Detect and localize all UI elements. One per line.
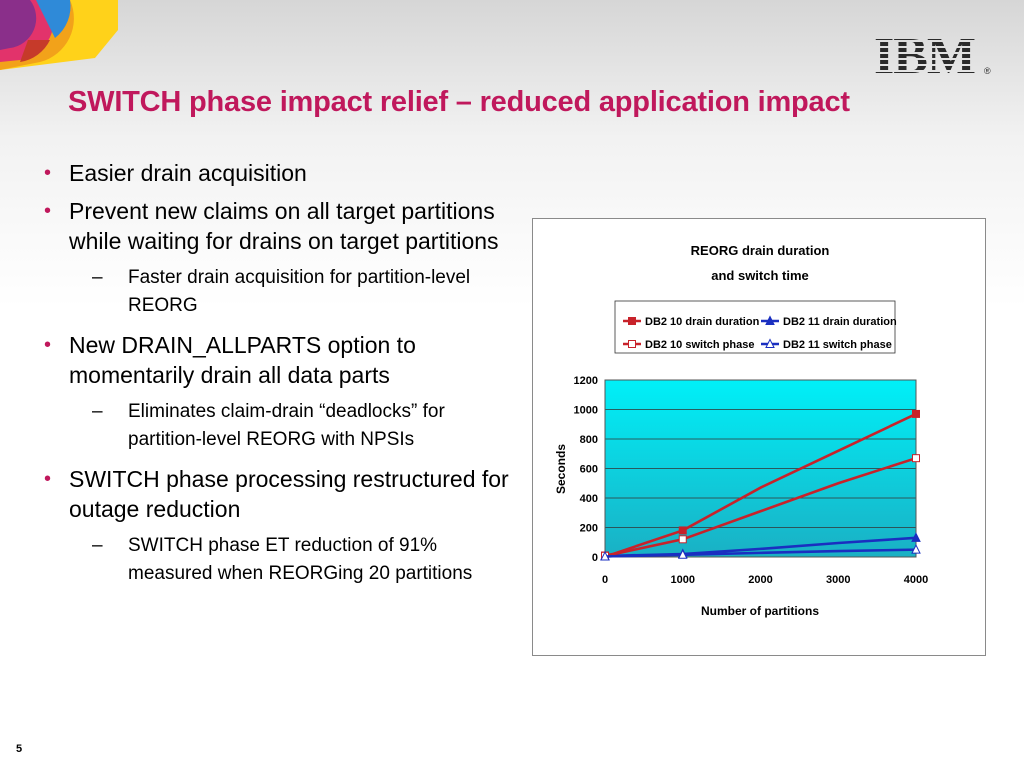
x-tick-label: 1000 xyxy=(671,574,695,586)
x-tick-label: 2000 xyxy=(748,574,772,586)
y-tick-label: 1000 xyxy=(574,405,598,417)
y-axis-label: Seconds xyxy=(554,444,568,494)
corner-rosette-logo xyxy=(0,0,118,70)
legend-label: DB2 10 drain duration xyxy=(645,316,760,328)
x-tick-label: 4000 xyxy=(904,574,928,586)
bullet-text: New DRAIN_ALLPARTS option to momentarily… xyxy=(69,332,416,388)
legend-marker xyxy=(765,338,775,348)
ibm-logo-text: IBM xyxy=(874,30,975,80)
x-tick-label: 3000 xyxy=(826,574,850,586)
data-point xyxy=(912,409,920,418)
y-tick-label: 1200 xyxy=(574,375,598,387)
sub-bullet-text: SWITCH phase ET reduction of 91% measure… xyxy=(128,535,473,584)
y-tick-label: 0 xyxy=(592,552,598,564)
chart-frame: REORG drain duration and switch time DB2… xyxy=(532,218,986,656)
chart-legend: DB2 10 drain duration DB2 11 drain durati… xyxy=(623,315,897,351)
data-point xyxy=(678,526,687,535)
slide-number: 5 xyxy=(16,743,23,755)
bullet-dot-icon: • xyxy=(44,162,52,184)
data-point xyxy=(678,535,687,544)
legend-label: DB2 11 switch phase xyxy=(783,339,892,351)
bullet-dot-icon: • xyxy=(44,200,52,222)
sub-bullet-item: – Faster drain acquisition for partition… xyxy=(42,264,512,320)
y-tick-label: 600 xyxy=(580,464,598,476)
x-tick-label: 0 xyxy=(602,574,608,586)
bullet-item: • Easier drain acquisition xyxy=(42,158,512,188)
bullet-list: • Easier drain acquisition • Prevent new… xyxy=(42,158,512,598)
sub-bullet-item: – Eliminates claim-drain “deadlocks” for… xyxy=(42,398,512,454)
sub-bullet-text: Eliminates claim-drain “deadlocks” for p… xyxy=(128,401,445,450)
bullet-text: Easier drain acquisition xyxy=(69,160,307,186)
bullet-item: • SWITCH phase processing restructured f… xyxy=(42,464,512,524)
bullet-text: Prevent new claims on all target partiti… xyxy=(69,198,499,254)
bullet-dot-icon: • xyxy=(44,468,52,490)
svg-text:®: ® xyxy=(984,66,991,76)
data-point xyxy=(911,532,921,542)
data-point xyxy=(911,544,921,554)
legend-marker xyxy=(628,317,636,325)
legend-label: DB2 11 drain duration xyxy=(783,316,897,328)
bullet-item: • New DRAIN_ALLPARTS option to momentari… xyxy=(42,330,512,390)
chart-title-line-1: REORG drain duration xyxy=(691,243,830,258)
bullet-dot-icon: • xyxy=(44,334,52,356)
data-point xyxy=(600,550,610,561)
slide-title: SWITCH phase impact relief – reduced app… xyxy=(68,86,850,118)
y-tick-label: 400 xyxy=(580,493,598,505)
dash-icon: – xyxy=(92,401,103,422)
dash-icon: – xyxy=(92,535,103,556)
bullet-item: • Prevent new claims on all target parti… xyxy=(42,196,512,256)
chart-series xyxy=(600,409,921,561)
x-axis-ticks: 0 1000 2000 3000 4000 xyxy=(602,574,928,586)
bullet-text: SWITCH phase processing restructured for… xyxy=(69,466,509,522)
series-line xyxy=(604,548,917,558)
ibm-logo: IBM ® xyxy=(874,30,991,80)
data-point xyxy=(912,454,920,463)
chart-legend-box xyxy=(614,300,896,354)
y-tick-label: 200 xyxy=(580,523,598,535)
chart-title-line-2: and switch time xyxy=(711,268,809,283)
y-tick-label: 800 xyxy=(580,434,598,446)
y-axis-ticks: 0 200 400 600 800 1000 1200 xyxy=(574,375,598,564)
data-point xyxy=(677,549,688,559)
sub-bullet-item: – SWITCH phase ET reduction of 91% measu… xyxy=(42,532,512,588)
reorg-chart: REORG drain duration and switch time DB2… xyxy=(554,243,928,618)
legend-marker xyxy=(765,315,775,325)
legend-marker xyxy=(628,340,636,348)
sub-bullet-text: Faster drain acquisition for partition-l… xyxy=(128,267,471,316)
series-line xyxy=(604,456,917,558)
legend-label: DB2 10 switch phase xyxy=(645,339,754,351)
dash-icon: – xyxy=(92,267,103,288)
x-axis-label: Number of partitions xyxy=(701,604,819,618)
